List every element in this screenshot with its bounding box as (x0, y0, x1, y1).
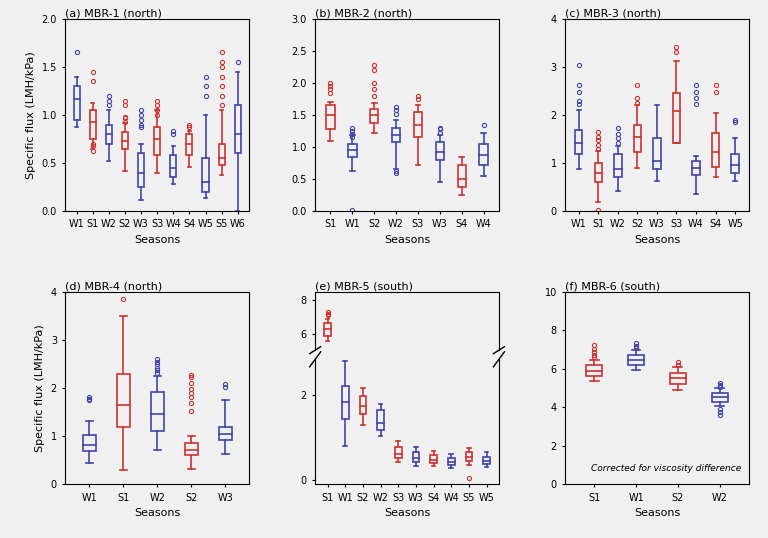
X-axis label: Seasons: Seasons (134, 235, 180, 245)
Bar (395, 447, 402, 458)
Bar (430, 455, 437, 463)
Bar (670, 373, 686, 384)
Bar (342, 397, 349, 409)
Bar (377, 410, 384, 430)
X-axis label: Seasons: Seasons (634, 235, 680, 245)
Bar (151, 392, 164, 431)
Bar (348, 144, 356, 157)
Bar (359, 396, 366, 414)
Bar (170, 155, 177, 178)
Bar (342, 386, 349, 419)
Bar (117, 373, 130, 428)
Bar (74, 86, 80, 120)
Bar (448, 458, 455, 465)
Bar (412, 422, 419, 427)
Text: (f) MBR-6 (south): (f) MBR-6 (south) (565, 281, 660, 291)
Bar (483, 457, 490, 464)
Bar (448, 425, 455, 428)
Y-axis label: Specific flux (LMH/kPa): Specific flux (LMH/kPa) (35, 324, 45, 452)
Bar (219, 428, 232, 440)
Bar (219, 144, 225, 165)
Bar (392, 128, 400, 142)
Text: (b) MBR-2 (north): (b) MBR-2 (north) (315, 8, 412, 18)
Bar (138, 153, 144, 187)
Bar (235, 105, 241, 153)
Bar (324, 200, 331, 232)
Bar (430, 424, 437, 427)
Bar (628, 355, 644, 365)
Bar (326, 105, 335, 129)
Bar (614, 154, 621, 176)
Bar (122, 132, 128, 148)
Bar (731, 154, 739, 173)
Text: (d) MBR-4 (north): (d) MBR-4 (north) (65, 281, 163, 291)
Bar (692, 161, 700, 175)
Bar (654, 138, 660, 169)
Bar (187, 134, 193, 155)
Bar (483, 424, 490, 427)
Bar (465, 422, 472, 426)
Bar (414, 112, 422, 137)
X-axis label: Seasons: Seasons (134, 508, 180, 518)
Text: (a) MBR-1 (north): (a) MBR-1 (north) (65, 8, 162, 18)
Bar (712, 393, 727, 402)
Bar (458, 165, 466, 187)
Bar (586, 365, 602, 376)
Bar (634, 125, 641, 152)
Bar (185, 443, 197, 455)
Bar (154, 126, 161, 155)
Bar (377, 406, 384, 414)
Bar (395, 420, 402, 425)
Bar (106, 125, 112, 144)
Bar (90, 110, 96, 139)
Bar (412, 452, 419, 462)
X-axis label: Seasons: Seasons (634, 508, 680, 518)
Bar (479, 144, 488, 165)
X-axis label: Seasons: Seasons (384, 508, 430, 518)
Bar (203, 158, 209, 192)
Bar (324, 323, 331, 336)
Bar (594, 163, 602, 182)
Text: Corrected for viscosity difference: Corrected for viscosity difference (591, 464, 741, 473)
Text: (e) MBR-5 (south): (e) MBR-5 (south) (315, 281, 413, 291)
Y-axis label: Specific flux (LMH/kPa): Specific flux (LMH/kPa) (26, 51, 36, 179)
Bar (370, 109, 379, 123)
Bar (673, 94, 680, 143)
Text: (c) MBR-3 (north): (c) MBR-3 (north) (565, 8, 661, 18)
Bar (712, 133, 720, 167)
Bar (435, 142, 444, 160)
Bar (83, 435, 95, 450)
Bar (465, 452, 472, 461)
X-axis label: Seasons: Seasons (384, 235, 430, 245)
Bar (359, 400, 366, 408)
Bar (575, 130, 582, 154)
